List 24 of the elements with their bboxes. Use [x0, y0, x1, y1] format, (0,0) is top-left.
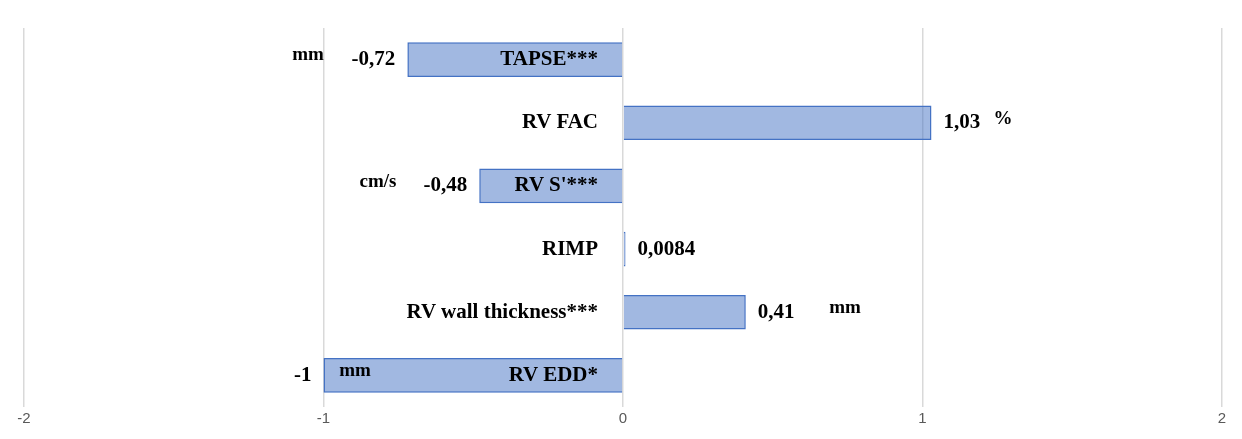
- data-label: 0,41: [757, 298, 795, 323]
- y-tick-label: RV FAC: [521, 109, 598, 134]
- data-label: -0,48: [423, 172, 468, 197]
- y-tick-label: TAPSE***: [500, 46, 598, 71]
- x-tick-label: 2: [1217, 409, 1227, 427]
- x-tick-label: 0: [618, 409, 628, 427]
- y-tick-label: RV EDD*: [508, 361, 598, 386]
- y-tick-label: RV wall thickness***: [406, 298, 598, 323]
- data-label: -0,72: [351, 46, 396, 71]
- annotation: mm: [829, 296, 861, 318]
- y-tick-label: RIMP: [542, 235, 599, 260]
- data-label: -1: [294, 361, 312, 386]
- x-tick-label: -2: [17, 409, 31, 427]
- annotation: mm: [339, 359, 371, 381]
- x-tick-label: 1: [918, 409, 927, 427]
- x-tick-label: -1: [316, 409, 331, 427]
- bar: [623, 294, 746, 330]
- annotation: %: [993, 106, 1013, 128]
- annotation: cm/s: [359, 169, 397, 191]
- y-tick-label: RV S'***: [514, 172, 598, 197]
- data-label: 0,0084: [637, 235, 696, 260]
- data-label: 1,03: [943, 109, 981, 134]
- bar: [623, 105, 932, 141]
- annotation: mm: [292, 43, 324, 65]
